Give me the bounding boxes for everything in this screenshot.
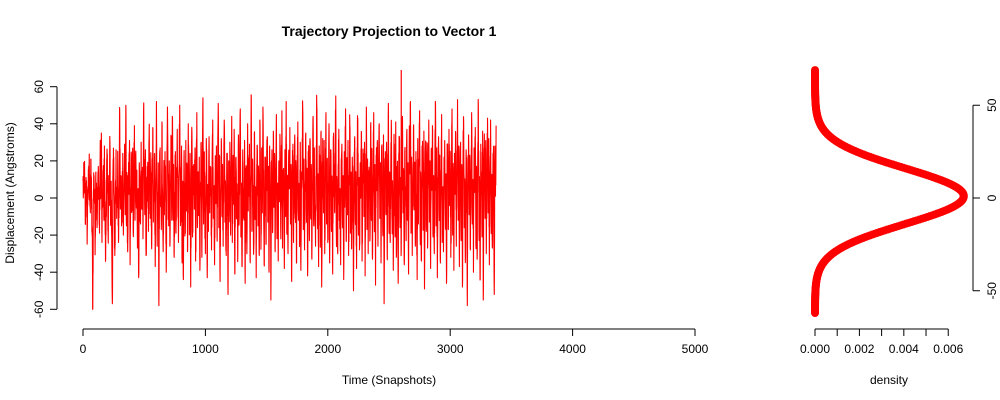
y-tick-label: 40 [32,117,46,131]
y-tick-label: 60 [32,80,46,94]
x-tick-label: 1000 [192,342,219,356]
x-tick-label: 0 [80,342,87,356]
y-tick-label: 20 [32,154,46,168]
y-tick-label: -60 [32,300,46,318]
density-y-tick-label: 50 [985,98,999,112]
density-y-tick-label: 0 [985,194,999,201]
chart-title: Trajectory Projection to Vector 1 [282,23,497,39]
y-tick-label: -20 [32,226,46,244]
density-x-tick-label: 0.006 [933,342,963,356]
series-line [82,94,497,310]
density-x-axis-label: density [870,373,908,387]
x-tick-label: 5000 [682,342,709,356]
y-tick-label: -40 [32,263,46,281]
density-point [811,66,820,75]
density-x-tick-label: 0.004 [889,342,919,356]
density-x-tick-label: 0.000 [800,342,830,356]
density-x-tick-label: 0.002 [844,342,874,356]
density-y-tick-label: -50 [985,282,999,300]
y-tick-label: 0 [32,194,46,201]
x-tick-label: 2000 [314,342,341,356]
density-points [811,66,968,317]
x-tick-label: 3000 [437,342,464,356]
y-axis-label: Displacement (Angstroms) [3,122,17,263]
x-tick-label: 4000 [559,342,586,356]
x-axis-label: Time (Snapshots) [342,373,436,387]
